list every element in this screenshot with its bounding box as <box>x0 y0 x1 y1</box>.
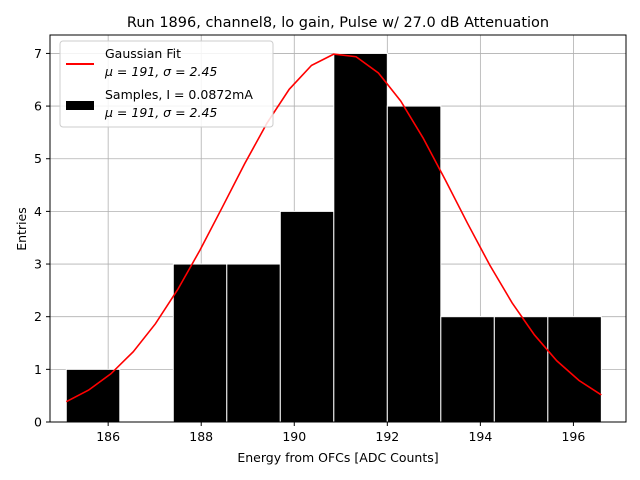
histogram-bar <box>279 210 335 423</box>
x-tick-label: 192 <box>375 429 399 444</box>
chart-title: Run 1896, channel8, lo gain, Pulse w/ 27… <box>127 15 549 31</box>
histogram-bar <box>386 105 442 423</box>
x-tick-label: 188 <box>189 429 213 444</box>
x-tick-label: 190 <box>282 429 306 444</box>
histogram-bar <box>493 316 549 423</box>
legend-fit-label-line2: μ = 191, σ = 2.45 <box>104 64 217 79</box>
x-axis-label: Energy from OFCs [ADC Counts] <box>237 450 438 465</box>
y-tick-label: 3 <box>34 257 42 272</box>
legend-samples-patch-marker <box>66 101 94 110</box>
histogram-bar <box>440 316 495 423</box>
histogram-bar <box>333 52 388 423</box>
legend-box <box>59 40 274 128</box>
x-tick-label: 194 <box>468 429 492 444</box>
y-tick-label: 7 <box>34 46 42 61</box>
gaussian-fit-curve <box>65 53 602 403</box>
y-tick-label: 1 <box>34 362 42 377</box>
y-tick-label: 6 <box>34 99 42 114</box>
plot-frame <box>49 34 627 423</box>
y-tick-label: 4 <box>34 204 42 219</box>
legend: Gaussian Fit μ = 191, σ = 2.45 Samples, … <box>59 40 274 128</box>
y-tick-label: 5 <box>34 151 42 166</box>
histogram-bars <box>65 52 602 423</box>
histogram-bar <box>547 316 602 423</box>
x-tick-label: 196 <box>561 429 585 444</box>
histogram-bar <box>172 263 228 423</box>
y-tick-label: 0 <box>34 415 42 430</box>
legend-samples-label-line2: μ = 191, σ = 2.45 <box>104 105 217 120</box>
x-tick-label: 186 <box>96 429 120 444</box>
histogram-bar <box>226 263 281 423</box>
y-axis-label: Entries <box>14 207 29 251</box>
y-tick-label: 2 <box>34 309 42 324</box>
x-axis-ticks: 186 188 190 192 194 196 <box>96 422 585 444</box>
gaussian-fit <box>65 53 602 403</box>
histogram-bar <box>65 368 121 423</box>
legend-fit-label-line1: Gaussian Fit <box>105 46 181 61</box>
legend-samples-label-line1: Samples, I = 0.0872mA <box>105 87 253 102</box>
y-axis-ticks: 0 1 2 3 4 5 6 7 <box>34 46 50 430</box>
